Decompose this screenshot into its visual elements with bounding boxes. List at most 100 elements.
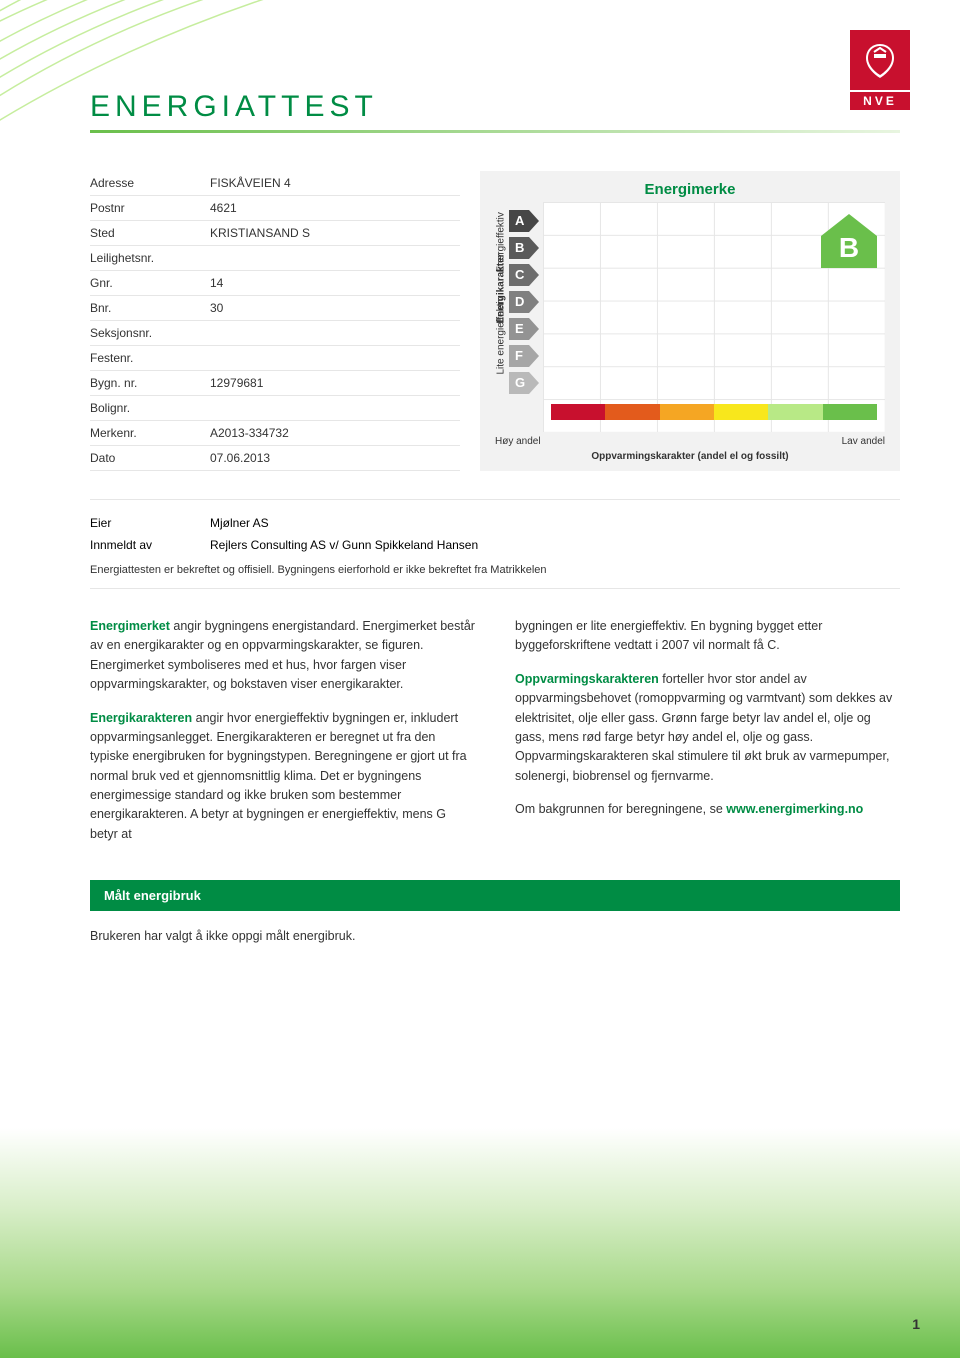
property-row: AdresseFISKÅVEIEN 4 [90,171,460,196]
owner-value: Mjølner AS [210,516,269,530]
property-value: FISKÅVEIEN 4 [210,176,291,190]
body-column-left: Energimerket angir bygningens energistan… [90,617,475,858]
section-text: Brukeren har valgt å ikke oppgi målt ene… [90,929,900,943]
property-key: Seksjonsnr. [90,326,210,340]
property-row: Seksjonsnr. [90,321,460,346]
footer-gradient [0,1128,960,1358]
property-key: Adresse [90,176,210,190]
nve-crest-icon [850,30,910,90]
grade-arrows-column: ABCDEFG [509,202,539,432]
body-right-p3: Om bakgrunnen for beregningene, se www.e… [515,800,900,819]
arrow-tip-icon [529,291,539,313]
property-row: Bygn. nr.12979681 [90,371,460,396]
property-row: Gnr.14 [90,271,460,296]
property-key: Gnr. [90,276,210,290]
property-row: Bolignr. [90,396,460,421]
property-value: KRISTIANSAND S [210,226,310,240]
x-axis-right: Lav andel [842,436,885,447]
grade-letter: G [509,372,529,394]
color-segment [660,404,714,420]
p3-text: Om bakgrunnen for beregningene, se [515,802,726,816]
p2r-lead: Oppvarmingskarakteren [515,672,659,686]
grade-letter: C [509,264,529,286]
section-bar-measured-energy: Målt energibruk [90,880,900,911]
property-table: AdresseFISKÅVEIEN 4Postnr4621StedKRISTIA… [90,171,460,471]
property-value: 07.06.2013 [210,451,270,465]
arrow-tip-icon [529,210,539,232]
p2-rest: angir hvor energieffektiv bygningen er, … [90,711,467,841]
property-key: Festenr. [90,351,210,365]
property-value: 30 [210,301,223,315]
property-key: Bnr. [90,301,210,315]
body-right-p1: bygningen er lite energieffektiv. En byg… [515,617,900,656]
property-value: 4621 [210,201,237,215]
grade-arrow-d: D [509,291,539,313]
title-rule [90,130,900,133]
property-row: Festenr. [90,346,460,371]
property-row: Dato07.06.2013 [90,446,460,471]
p2-lead: Energikarakteren [90,711,192,725]
owner-row: Innmeldt avRejlers Consulting AS v/ Gunn… [90,534,900,556]
grade-letter: B [509,237,529,259]
y-axis-lower: Lite energieffektiv [496,362,507,374]
property-key: Sted [90,226,210,240]
x-axis-left: Høy andel [495,436,541,447]
color-segment [823,404,877,420]
p2r-rest: forteller hvor stor andel av oppvarmings… [515,672,892,783]
grade-arrow-a: A [509,210,539,232]
nve-logo: NVE [850,30,910,110]
result-grade-letter: B [839,232,859,264]
color-segment [714,404,768,420]
grade-letter: E [509,318,529,340]
property-row: Leilighetsnr. [90,246,460,271]
property-row: StedKRISTIANSAND S [90,221,460,246]
color-segment [768,404,822,420]
x-axis-caption: Oppvarmingskarakter (andel el og fossilt… [495,451,885,462]
arrow-tip-icon [529,372,539,394]
body-column-right: bygningen er lite energieffektiv. En byg… [515,617,900,858]
property-value: A2013-334732 [210,426,289,440]
property-key: Dato [90,451,210,465]
p1-lead: Energimerket [90,619,170,633]
body-left-p2: Energikarakteren angir hvor energieffekt… [90,709,475,845]
grade-arrow-c: C [509,264,539,286]
grade-letter: D [509,291,529,313]
property-value: 12979681 [210,376,263,390]
property-row: Postnr4621 [90,196,460,221]
heating-color-bar [551,404,877,420]
property-row: Bnr.30 [90,296,460,321]
owner-key: Innmeldt av [90,538,210,552]
color-segment [551,404,605,420]
grade-arrow-f: F [509,345,539,367]
owner-key: Eier [90,516,210,530]
owner-note: Energiattesten er bekreftet og offisiell… [90,564,900,576]
property-row: Merkenr.A2013-334732 [90,421,460,446]
property-key: Bygn. nr. [90,376,210,390]
grade-arrow-e: E [509,318,539,340]
property-key: Merkenr. [90,426,210,440]
arrow-tip-icon [529,237,539,259]
page-title: ENERGIATTEST [90,90,900,124]
color-segment [605,404,659,420]
grade-letter: F [509,345,529,367]
arrow-tip-icon [529,318,539,340]
property-key: Bolignr. [90,401,210,415]
nve-logo-text: NVE [850,92,910,110]
owner-block: EierMjølner ASInnmeldt avRejlers Consult… [90,499,900,589]
arrow-tip-icon [529,264,539,286]
property-value: 14 [210,276,223,290]
owner-value: Rejlers Consulting AS v/ Gunn Spikkeland… [210,538,478,552]
grade-letter: A [509,210,529,232]
body-left-p1: Energimerket angir bygningens energistan… [90,617,475,695]
energy-label-chart: Energimerke Energieffektiv Energikarakte… [480,171,900,471]
arrow-tip-icon [529,345,539,367]
energy-link[interactable]: www.energimerking.no [726,802,863,816]
chart-title: Energimerke [495,181,885,198]
body-right-p2: Oppvarmingskarakteren forteller hvor sto… [515,670,900,786]
chart-grid: B [543,202,885,432]
grade-arrow-g: G [509,372,539,394]
property-key: Postnr [90,201,210,215]
result-house-icon: B [817,208,881,272]
property-key: Leilighetsnr. [90,251,210,265]
grade-arrow-b: B [509,237,539,259]
